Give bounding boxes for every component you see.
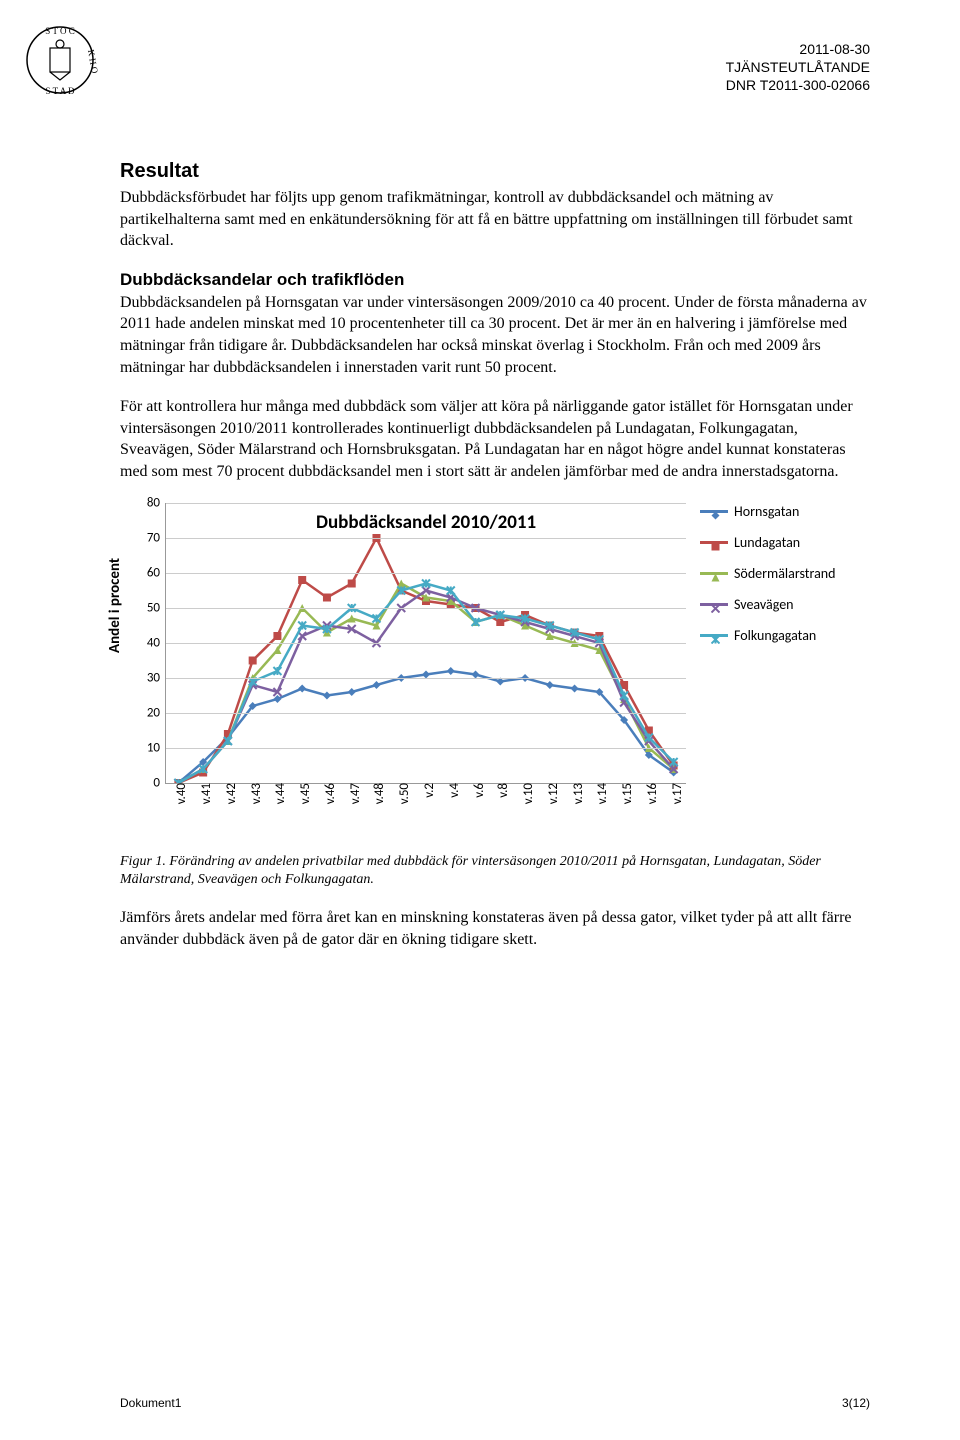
chart-xtick: v.41 (199, 783, 214, 804)
footer-left: Dokument1 (120, 1396, 181, 1410)
chart-xtick: v.12 (546, 783, 561, 804)
header-dnr: DNR T2011-300-02066 (726, 76, 870, 94)
chart-ylabel: Andel i procent (106, 557, 124, 652)
legend-label: Lundagatan (734, 534, 800, 551)
legend-item: Hornsgatan (700, 503, 836, 520)
chart-xtick: v.47 (348, 783, 363, 804)
paragraph-4: Jämförs årets andelar med förra året kan… (120, 907, 870, 950)
footer-right: 3(12) (842, 1396, 870, 1410)
chart-ytick: 10 (147, 740, 160, 755)
stockholm-logo: S T O C K H O S T A D (20, 20, 100, 100)
chart-xtick: v.45 (298, 783, 313, 804)
chart-xtick: v.14 (595, 783, 610, 804)
legend-label: Södermälarstrand (734, 565, 836, 582)
legend-item: Folkungagatan (700, 627, 836, 644)
header-date: 2011-08-30 (726, 40, 870, 58)
chart-ytick: 20 (147, 705, 160, 720)
chart-xtick: v.43 (249, 783, 264, 804)
paragraph-2: Dubbdäcksandelen på Hornsgatan var under… (120, 292, 870, 378)
svg-text:K H O: K H O (86, 49, 100, 75)
chart-ytick: 0 (153, 775, 160, 790)
chart-legend: Hornsgatan Lundagatan Södermälarstrand Svea… (700, 503, 836, 658)
chart-xtick: v.42 (224, 783, 239, 804)
chart-plot-area: Dubbdäcksandel 2010/2011 010203040506070… (165, 503, 686, 784)
chart-ytick: 30 (147, 670, 160, 685)
chart-xtick: v.50 (397, 783, 412, 804)
chart-xtick: v.2 (422, 783, 437, 798)
paragraph-3: För att kontrollera hur många med dubbdä… (120, 396, 870, 482)
chart-ytick: 70 (147, 530, 160, 545)
sub-title: Dubbdäcksandelar och trafikflöden (120, 270, 870, 290)
chart-xtick: v.44 (273, 783, 288, 804)
legend-item: Sveavägen (700, 596, 836, 613)
chart-xtick: v.46 (323, 783, 338, 804)
page-footer: Dokument1 3(12) (120, 1396, 870, 1410)
legend-label: Folkungagatan (734, 627, 816, 644)
svg-text:S T A D: S T A D (46, 86, 75, 96)
chart-xtick: v.16 (645, 783, 660, 804)
chart-xtick: v.17 (670, 783, 685, 804)
section-title: Resultat (120, 160, 870, 183)
chart-ytick: 50 (147, 600, 160, 615)
chart-ytick: 40 (147, 635, 160, 650)
chart-xtick: v.15 (620, 783, 635, 804)
header-meta: 2011-08-30 TJÄNSTEUTLÅTANDE DNR T2011-30… (726, 40, 870, 95)
header-doc-type: TJÄNSTEUTLÅTANDE (726, 58, 870, 76)
chart-ytick: 60 (147, 565, 160, 580)
legend-label: Hornsgatan (734, 503, 799, 520)
figure-caption: Figur 1. Förändring av andelen privatbil… (120, 853, 870, 889)
chart-xtick: v.6 (472, 783, 487, 798)
chart-xtick: v.13 (571, 783, 586, 804)
legend-item: Lundagatan (700, 534, 836, 551)
chart-xtick: v.48 (372, 783, 387, 804)
chart-xtick: v.40 (174, 783, 189, 804)
svg-text:S T O C: S T O C (45, 26, 74, 36)
chart-dubbdacksandel: Andel i procent Dubbdäcksandel 2010/2011… (120, 503, 870, 843)
chart-xtick: v.4 (447, 783, 462, 798)
paragraph-1: Dubbdäcksförbudet har följts upp genom t… (120, 187, 870, 252)
chart-ytick: 80 (147, 495, 160, 510)
legend-item: Södermälarstrand (700, 565, 836, 582)
chart-xtick: v.10 (521, 783, 536, 804)
legend-label: Sveavägen (734, 596, 794, 613)
chart-xtick: v.8 (496, 783, 511, 798)
